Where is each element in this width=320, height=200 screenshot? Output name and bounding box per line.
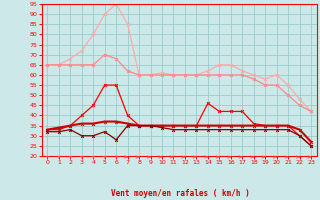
Text: Vent moyen/en rafales ( km/h ): Vent moyen/en rafales ( km/h ) [111, 189, 250, 198]
